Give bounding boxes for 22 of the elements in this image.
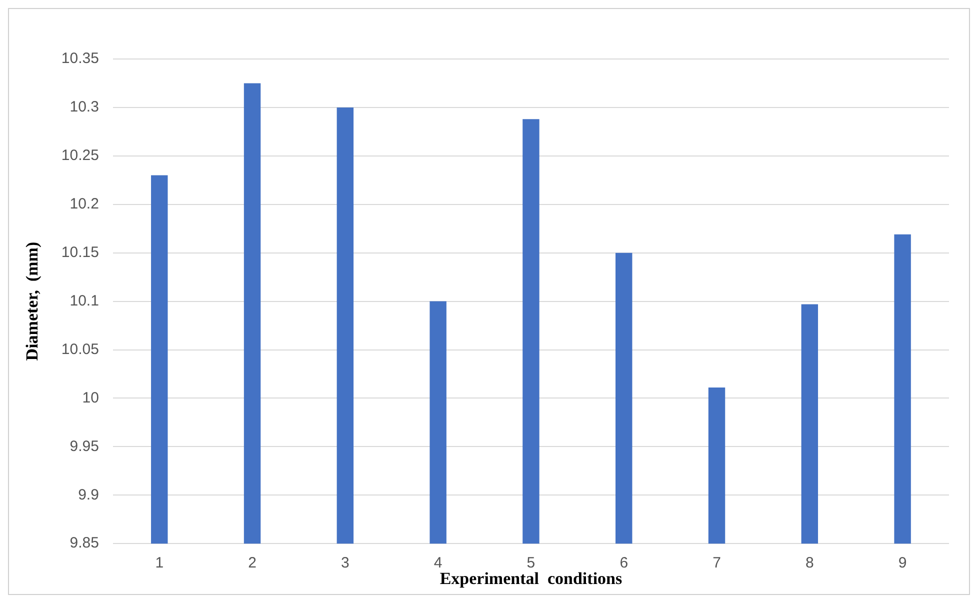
y-tick-label: 10.25 — [61, 147, 99, 164]
y-axis-title: Diameter, (mm) — [22, 242, 42, 361]
y-tick-label: 10.05 — [61, 340, 99, 358]
y-tick-label: 9.85 — [70, 534, 99, 552]
y-tick-label: 10.2 — [70, 196, 99, 213]
y-tick-label: 9.9 — [78, 486, 99, 504]
x-tick-label: 3 — [341, 554, 350, 572]
y-tick-label: 10.15 — [61, 244, 99, 261]
y-tick-label: 10.1 — [70, 292, 99, 310]
y-tick-label: 10 — [82, 389, 99, 406]
y-tick-label: 10.3 — [70, 98, 99, 116]
x-tick-label: 1 — [155, 554, 164, 572]
x-tick-label: 5 — [526, 554, 536, 572]
x-tick-label: 9 — [898, 554, 907, 572]
x-tick-label: 8 — [805, 554, 814, 572]
x-tick-label: 7 — [712, 554, 721, 572]
x-tick-label: 6 — [620, 554, 628, 572]
y-tick-label: 10.35 — [61, 50, 99, 68]
x-axis-title: Experimental conditions — [440, 569, 622, 588]
y-tick-label: 9.95 — [70, 438, 99, 455]
x-tick-label: 2 — [248, 554, 256, 572]
x-tick-label: 4 — [434, 554, 442, 572]
